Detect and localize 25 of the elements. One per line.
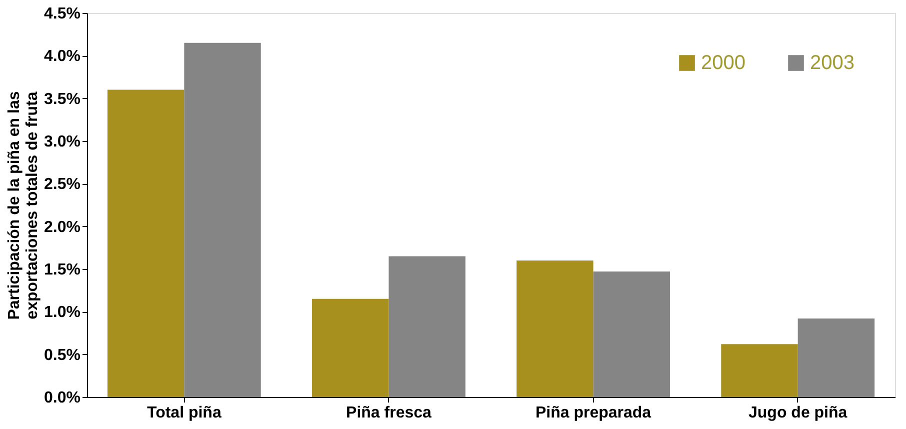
- y-tick-label: 1.5%: [44, 262, 80, 278]
- bar: [312, 298, 389, 397]
- bar: [593, 272, 670, 397]
- y-tick-label: 2.0%: [44, 218, 80, 236]
- y-axis-title: Participación de la piña en las exportaciones totales de fruta: [6, 91, 42, 320]
- x-tick-label: Total piña: [146, 404, 222, 422]
- bar: [107, 90, 184, 397]
- bar: [798, 318, 875, 397]
- y-tick-label: 1.0%: [44, 304, 80, 322]
- legend-label: 2000: [701, 52, 746, 74]
- y-tick-label: 0.5%: [44, 346, 80, 364]
- x-tick-label: Piña preparada: [535, 404, 652, 422]
- y-tick-label: 4.0%: [44, 48, 80, 66]
- bar: [388, 256, 466, 397]
- x-tick-label: Jugo de piña: [748, 404, 848, 422]
- x-tick-label: Piña fresca: [346, 404, 432, 422]
- y-tick-label: 3.0%: [44, 134, 80, 150]
- legend-label: 2003: [810, 52, 854, 74]
- y-tick-label: 2.5%: [44, 176, 80, 194]
- y-tick-label: 3.5%: [44, 90, 80, 108]
- y-tick-label: 4.5%: [44, 6, 80, 22]
- bar: [516, 260, 594, 397]
- bar: [721, 344, 798, 397]
- y-tick-label: 0.0%: [44, 390, 80, 406]
- bar: [184, 42, 261, 397]
